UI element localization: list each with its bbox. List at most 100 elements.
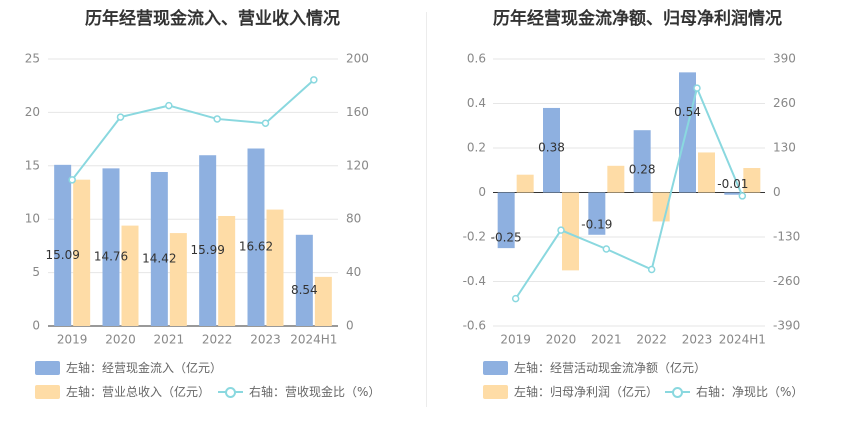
bar-orange [121,225,139,326]
left-axis-tick-label: 25 [25,52,40,66]
right-axis-tick-label: 120 [346,158,369,172]
legend-label: 左轴：经营活动现金流净额（亿元） [514,361,707,375]
legend: 左轴：经营活动现金流净额（亿元） 左轴：归母净利润（亿元） 右轴：净现比（%） [425,355,850,405]
legend-item-net-operating-cash[interactable]: 左轴：经营活动现金流净额（亿元） [483,359,706,376]
bar-blue [724,192,742,195]
ratio-point [116,113,125,121]
bar-blue [588,192,606,235]
data-label: 14.42 [142,251,176,265]
left-axis-tick-label: 0.2 [467,141,486,155]
x-axis-tick-label: 2020 [546,333,577,347]
legend-item-cash-inflow[interactable]: 左轴：经营现金流入（亿元） [35,359,222,376]
chart-title: 历年经营现金流入、营业收入情况 [85,9,340,29]
data-label: 0.28 [629,163,656,177]
bar-orange [516,174,534,193]
ratio-point [165,101,173,110]
x-axis-tick-label: 2024H1 [290,333,337,347]
right-axis-tick-label: 390 [773,52,796,66]
bar-orange [698,152,715,193]
data-label: 15.99 [190,243,224,257]
data-label: 8.54 [291,283,318,297]
legend-label: 左轴：归母净利润（亿元） [514,385,659,399]
left-axis-tick-label: 20 [25,105,40,119]
cash-inflow-revenue-chart: 0 0 5 40 10 80 15 120 20 160 25 200 2019 2020 2021 2022… [25,52,369,347]
bar-blue [247,148,265,326]
legend-item-net-profit[interactable]: 左轴：归母净利润（亿元） [483,383,658,400]
x-axis-tick-label: 2022 [202,333,233,347]
legend-label: 左轴：经营现金流入（亿元） [66,361,223,375]
chart-title: 历年经营现金流净额、归母净利润情况 [493,9,782,29]
bar-blue [633,130,651,193]
right-axis-tick-label: 200 [346,52,369,66]
legend-swatch-blue [483,360,508,375]
bar-orange [607,165,625,193]
data-label: 15.09 [45,248,79,262]
x-axis-tick-label: 2021 [591,333,622,347]
bar-orange [562,192,579,271]
legend-item-revenue[interactable]: 左轴：营业总收入（亿元） [35,383,210,400]
left-axis-tick-label: 15 [25,158,40,172]
bar-orange [73,179,91,326]
legend-item-net-cash-ratio[interactable]: 右轴：净现比（%） [665,383,803,400]
bar-orange [314,276,332,326]
legend-line-marker-icon [665,385,690,399]
ratio-point [68,176,76,184]
bar-blue [54,164,72,326]
right-axis-tick-label: 130 [773,141,796,155]
bar-blue [150,171,168,326]
ratio-point [261,119,270,127]
legend-swatch-orange [35,384,60,399]
bar-orange [169,233,187,326]
legend-label: 右轴：营收现金比（%） [249,385,381,399]
left-axis-tick-label: -0.6 [463,319,486,333]
net-cash-flow-profit-panel: 历年经营现金流净额、归母净利润情况 -0.6 -390 -0.4 -260 -0.2 -1… [425,0,850,437]
x-axis-tick-label: 2019 [57,333,88,347]
left-axis-tick-label: -0.2 [463,230,486,244]
cash-inflow-revenue-panel: 历年经营现金流入、营业收入情况 0 0 5 40 10 80 15 120 20 160 25 200… [0,9,425,405]
ratio-line [71,79,315,181]
bar-orange [266,209,284,326]
left-axis-tick-label: 5 [32,265,40,279]
panel-divider [426,12,427,407]
right-axis-tick-label: 80 [346,212,361,226]
right-axis-tick-label: -260 [773,274,800,288]
bar-blue [295,234,313,326]
data-label: 14.76 [94,250,128,264]
ratio-point [602,245,611,253]
x-axis-tick-label: 2022 [636,333,667,347]
legend-item-revenue-cash-ratio[interactable]: 右轴：营收现金比（%） [218,383,380,400]
net-cash-flow-profit-chart: -0.6 -390 -0.4 -260 -0.2 -130 0 0 0.2 130 0.4 260 0.… [463,52,801,347]
left-axis-tick-label: -0.4 [463,274,486,288]
x-axis-tick-label: 2023 [250,333,281,347]
legend-swatch-blue [35,360,60,375]
left-axis-tick-label: 10 [25,212,40,226]
right-axis-tick-label: 0 [773,185,781,199]
ratio-point [647,265,656,274]
ratio-point [557,226,565,234]
legend-swatch-orange [483,384,508,399]
x-axis-tick-label: 2023 [682,333,713,347]
right-axis-tick-label: 160 [346,105,369,119]
bar-orange [218,215,236,326]
x-axis-tick-label: 2021 [154,333,185,347]
ratio-point [511,294,520,303]
ratio-line [514,84,744,300]
legend: 左轴：经营现金流入（亿元） 左轴：营业总收入（亿元） 右轴：营收现金比（%） [0,355,425,405]
right-axis-tick-label: 260 [773,96,796,110]
right-axis-tick-label: 40 [346,265,361,279]
data-label: 16.62 [239,240,273,254]
right-axis-tick-label: -390 [773,319,800,333]
left-axis-tick-label: 0.4 [467,96,486,110]
data-label: -0.19 [581,217,612,231]
right-axis-tick-label: 0 [346,319,354,333]
x-axis-tick-label: 2019 [500,333,531,347]
ratio-point [693,84,701,92]
data-label: 0.38 [538,140,565,154]
x-axis-tick-label: 2020 [105,333,136,347]
ratio-point [213,115,221,123]
legend-label: 右轴：净现比（%） [696,385,804,399]
ratio-point [310,76,318,84]
data-label: -0.25 [491,231,522,245]
left-axis-tick-label: 0 [478,185,486,199]
bar-blue [497,192,515,249]
